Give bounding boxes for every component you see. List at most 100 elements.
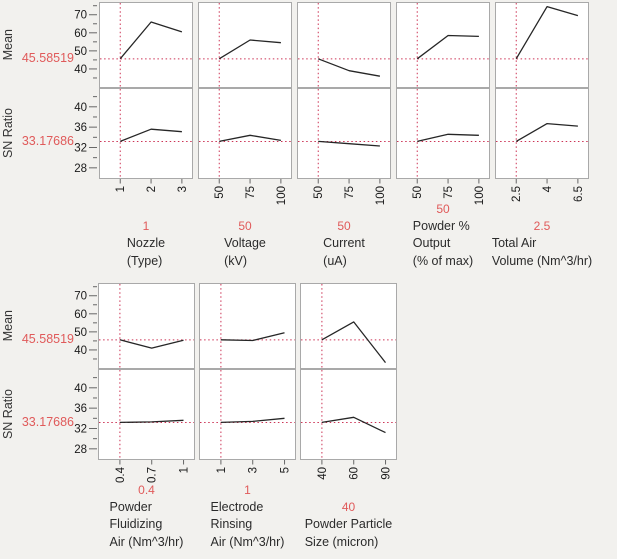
gutter-spacer	[0, 179, 94, 205]
factor-label-total-air-volume-nm-3-hr: 2.5 Total Air Volume (Nm^3/hr)	[491, 205, 592, 273]
profiler-panel-mean-nozzle-type[interactable]	[99, 2, 193, 88]
profiler-panel-sn-voltage-kv[interactable]	[198, 88, 292, 179]
x-axis-voltage-kv: 50 75 100	[198, 179, 292, 205]
y-axis-mean: 70 60 50 40	[69, 283, 99, 369]
x-axis-current-ua: 50 75 100	[297, 179, 391, 205]
factor-name-line: Electrode	[210, 499, 264, 514]
x-tick-label: 1	[115, 186, 127, 192]
profiler-panel-sn-total-air-volume-nm-3-hr[interactable]	[495, 88, 589, 179]
x-axis-powder-particle-size-micron: 40 60 90	[300, 460, 397, 486]
factor-setting-powder-particle-size-micron[interactable]: 40	[341, 500, 356, 514]
factor-name-line: Powder	[109, 499, 152, 514]
x-axis-nozzle-type: 1 2 3	[99, 179, 193, 205]
factor-name-line: (kV)	[224, 253, 248, 268]
factor-name-line: (Type)	[126, 253, 163, 268]
y-tick-label: 60	[74, 28, 87, 40]
gutter-spacer	[0, 205, 94, 273]
response-label-sn: SN Ratio	[1, 108, 15, 159]
x-tick-label: 75	[245, 186, 257, 199]
x-tick-label: 50	[214, 186, 226, 199]
profiler-panel-mean-powder-particle-size-micron[interactable]	[300, 283, 397, 369]
x-axis-electrode-rinsing-air-nm-3-hr: 1 3 5	[199, 460, 296, 486]
x-tick-label: 3	[177, 186, 189, 192]
profiler-panel-sn-powder-fluidizing-air-nm-3-hr[interactable]	[98, 369, 195, 460]
x-tick-label: 100	[375, 186, 387, 205]
x-axis-powder-fluidizing-air-nm-3-hr: 0.4 0.7 1	[98, 460, 195, 486]
x-tick-label: 100	[276, 186, 288, 205]
x-tick-label: 50	[412, 186, 424, 199]
factor-name-line: Air (Nm^3/hr)	[109, 534, 184, 549]
y-tick-label: 40	[74, 345, 87, 357]
x-tick-label: 100	[474, 186, 486, 205]
factor-setting-electrode-rinsing-air-nm-3-hr[interactable]: 1	[244, 482, 251, 497]
x-tick-label: 90	[381, 467, 393, 480]
factor-setting-powder-output-of-max[interactable]: 50	[436, 201, 450, 216]
x-tick-label: 3	[248, 467, 260, 473]
factor-setting-current-ua[interactable]: 50	[337, 219, 351, 233]
y-axis-sn: 40 36 32 28	[69, 88, 99, 179]
response-axis-mean: Mean 45.58519 70 60 50 40	[0, 2, 97, 88]
factor-name-line: Fluidizing	[109, 517, 163, 531]
response-label-mean: Mean	[1, 310, 15, 342]
y-tick-label: 60	[74, 309, 87, 321]
factor-name: Nozzle (Type)	[127, 235, 165, 270]
factor-label-nozzle-type: 1 Nozzle (Type)	[99, 205, 193, 273]
response-current-value-sn[interactable]: 33.17686	[21, 414, 74, 429]
response-current-value-sn[interactable]: 33.17686	[21, 133, 74, 148]
x-axis-powder-output-of-max: 50 75 100	[396, 179, 490, 205]
y-axis-sn: 40 36 32 28	[69, 369, 99, 460]
factor-label-electrode-rinsing-air-nm-3-hr: 1 Electrode Rinsing Air (Nm^3/hr)	[199, 483, 296, 554]
profiler-panel-mean-total-air-volume-nm-3-hr[interactable]	[495, 2, 589, 88]
x-tick-label: 4	[542, 185, 554, 192]
effect-line	[119, 21, 183, 60]
profiler-panel-sn-powder-particle-size-micron[interactable]	[300, 369, 397, 460]
response-axis-sn: SN Ratio 33.17686 40 36 32 28	[0, 88, 97, 179]
x-tick-label: 75	[344, 186, 356, 199]
profiler-panel-mean-powder-fluidizing-air-nm-3-hr[interactable]	[98, 283, 195, 369]
response-axis-sn: SN Ratio 33.17686 40 36 32 28	[0, 369, 97, 460]
effect-line	[119, 128, 182, 143]
effect-line	[218, 39, 281, 60]
factor-setting-nozzle-type[interactable]: 1	[142, 219, 150, 233]
response-axis-mean: Mean 45.58519 70 60 50 40	[0, 283, 97, 369]
x-tick-label: 60	[349, 467, 361, 480]
effect-line	[317, 58, 381, 77]
profiler-grid-top: Mean 45.58519 70 60 50 40 SN Ratio 33.17686 40 36…	[0, 2, 617, 273]
factor-name: Current (uA)	[323, 235, 365, 270]
factor-name-line: (% of max)	[412, 253, 474, 268]
factor-name-line: Size (micron)	[304, 534, 379, 549]
x-axis-total-air-volume-nm-3-hr: 2.5 4 6.5	[495, 179, 589, 205]
y-tick-label: 28	[74, 444, 87, 456]
x-tick-label: 5	[280, 467, 292, 473]
factor-name-line: Total Air	[491, 236, 537, 250]
profiler-panel-mean-electrode-rinsing-air-nm-3-hr[interactable]	[199, 283, 296, 369]
profiler-panel-mean-voltage-kv[interactable]	[198, 2, 292, 88]
effect-line	[318, 140, 380, 147]
y-tick-label: 40	[74, 64, 87, 76]
effect-line	[321, 416, 386, 434]
profiler-panel-sn-electrode-rinsing-air-nm-3-hr[interactable]	[199, 369, 296, 460]
factor-label-current-ua: 50 Current (uA)	[297, 205, 391, 273]
factor-setting-powder-fluidizing-air-nm-3-hr[interactable]: 0.4	[138, 482, 155, 497]
effect-line	[321, 321, 387, 364]
factor-setting-total-air-volume-nm-3-hr[interactable]: 2.5	[533, 219, 551, 233]
factor-name-line: Powder Particle	[304, 517, 393, 531]
factor-label-voltage-kv: 50 Voltage (kV)	[198, 205, 292, 273]
x-tick-label: 1	[179, 467, 191, 473]
profiler-group-bottom: Mean 45.58519 70 60 50 40 SN Ratio 33.17686 40 36…	[0, 283, 617, 554]
factor-setting-voltage-kv[interactable]: 50	[238, 219, 252, 233]
response-current-value-mean[interactable]: 45.58519	[21, 50, 74, 65]
factor-name-line: Air (Nm^3/hr)	[210, 534, 285, 549]
factor-name-line: Voltage	[224, 236, 266, 250]
factor-label-powder-fluidizing-air-nm-3-hr: 0.4 Powder Fluidizing Air (Nm^3/hr)	[98, 483, 195, 554]
profiler-panel-sn-nozzle-type[interactable]	[99, 88, 193, 179]
effect-line	[515, 5, 579, 60]
response-current-value-mean[interactable]: 45.58519	[21, 331, 74, 346]
profiler-panel-mean-current-ua[interactable]	[297, 2, 391, 88]
factor-name-line: Nozzle	[126, 236, 166, 250]
factor-name-line: Output	[412, 236, 451, 250]
profiler-panel-sn-powder-output-of-max[interactable]	[396, 88, 490, 179]
profiler-panel-mean-powder-output-of-max[interactable]	[396, 2, 490, 88]
profiler-panel-sn-current-ua[interactable]	[297, 88, 391, 179]
